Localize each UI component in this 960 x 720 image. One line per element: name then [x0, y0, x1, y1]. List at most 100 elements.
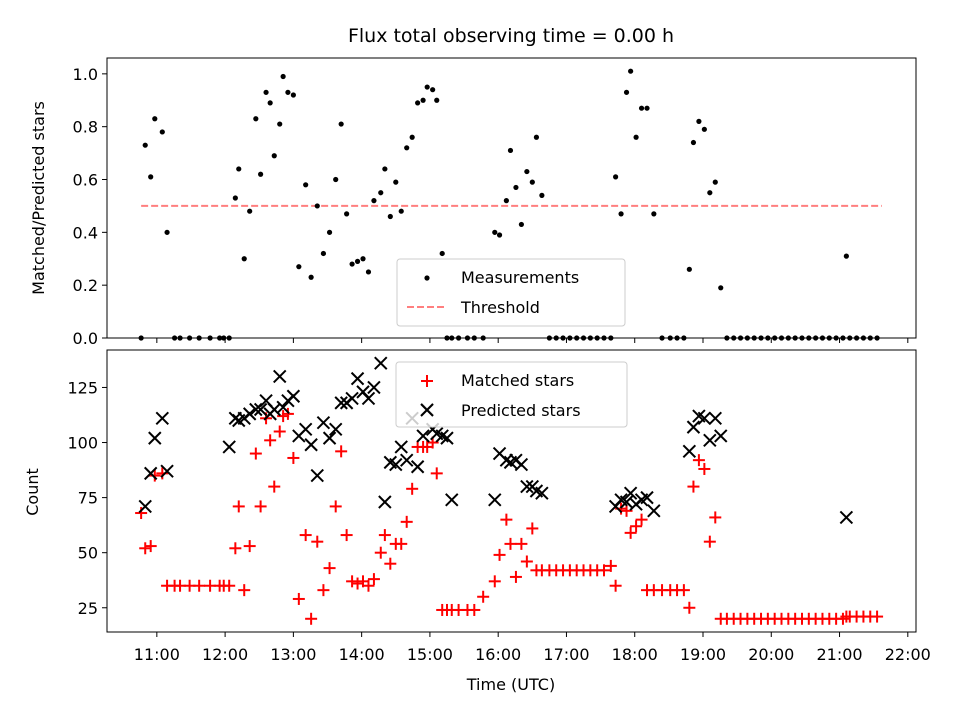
y-tick-label: 1.0 — [73, 65, 98, 84]
measurement-point — [333, 176, 339, 183]
matched-star-point — [238, 584, 251, 597]
matched-star-point — [329, 500, 342, 513]
matched-star-point — [223, 579, 236, 592]
measurement-point — [271, 153, 277, 159]
measurement-point — [539, 192, 545, 198]
y-tick-label: 0.4 — [73, 223, 98, 242]
matched-star-point — [264, 434, 277, 447]
measurement-point — [326, 229, 333, 235]
predicted-star-point — [367, 380, 381, 395]
matched-star-point — [609, 579, 622, 592]
ratio-legend-box — [396, 258, 626, 327]
predicted-star-point — [445, 493, 459, 507]
matched-star-point — [287, 451, 300, 464]
matched-star-point — [430, 467, 443, 480]
measurement-point — [420, 97, 426, 103]
matched-star-point — [281, 407, 294, 420]
measurement-point — [371, 198, 377, 204]
measurement-point — [492, 229, 498, 235]
y-tick-label: 0.8 — [73, 118, 98, 137]
matched-star-point — [687, 480, 700, 493]
ratio-plot-frame — [106, 57, 917, 339]
count-legend-box — [395, 361, 628, 428]
predicted-star-point — [374, 356, 388, 370]
count-y-axis-label: Count — [23, 468, 42, 516]
predicted-star-point — [345, 391, 359, 406]
measurement-point — [503, 198, 509, 204]
predicted-star-point — [440, 431, 454, 445]
matched-star-point — [683, 601, 696, 614]
measurement-point — [236, 166, 242, 172]
count-x-ticks: 11:00 12:00 13:00 14:00 15:00 16:00 17:00 18:00… — [134, 632, 931, 664]
measurement-point — [644, 105, 650, 111]
measurement-point — [633, 134, 639, 140]
matched-star-point — [635, 513, 648, 526]
matched-star-point — [232, 500, 245, 513]
measurement-point — [241, 256, 247, 262]
matched-star-point — [620, 504, 633, 517]
predicted-star-point — [143, 466, 158, 481]
x-tick-label: 14:00 — [339, 645, 385, 664]
measurement-point — [398, 208, 404, 214]
matched-star-point — [193, 579, 206, 592]
y-tick-label: 0.6 — [73, 171, 98, 190]
matched-star-point — [488, 575, 501, 588]
predicted-star-point — [708, 411, 722, 426]
predicted-star-point — [273, 369, 287, 384]
matched-star-point — [254, 500, 267, 513]
matched-star-point — [135, 507, 148, 520]
predicted-star-point — [350, 371, 365, 386]
x-tick-label: 15:00 — [407, 645, 453, 664]
measurement-point — [628, 68, 634, 74]
y-tick-label: 50 — [78, 544, 98, 563]
predicted-star-point — [410, 460, 425, 474]
matched-star-point — [311, 535, 324, 548]
matched-star-point — [630, 520, 643, 533]
matched-star-point — [374, 546, 387, 559]
predicted-star-point — [682, 444, 697, 459]
measurement-point — [378, 190, 384, 196]
matched-star-point — [598, 564, 611, 577]
y-tick-label: 125 — [67, 378, 98, 397]
x-tick-label: 19:00 — [680, 645, 726, 664]
predicted-star-point — [697, 411, 712, 426]
measurement-point — [409, 134, 415, 140]
measurement-point — [320, 250, 327, 257]
measurement-point — [164, 229, 170, 235]
predicted-star-point — [222, 440, 236, 454]
predicted-star-point — [535, 486, 549, 500]
measurement-point — [338, 121, 344, 127]
measurement-point — [613, 174, 619, 180]
measurement-point — [263, 89, 269, 95]
predicted-star-point — [138, 499, 152, 514]
measurement-point — [232, 195, 238, 201]
measurement-point — [718, 285, 724, 291]
matched-star-point — [520, 555, 533, 568]
matched-star-point — [515, 537, 528, 550]
x-tick-label: 21:00 — [816, 645, 862, 664]
measurement-point — [365, 269, 372, 275]
matched-star-point — [367, 573, 380, 586]
matched-star-point — [406, 482, 419, 495]
measurement-point — [142, 142, 148, 148]
predicted-star-point — [242, 407, 257, 421]
count-marks — [135, 356, 884, 625]
measurement-point — [696, 118, 702, 124]
measurement-point — [349, 261, 355, 267]
matched-star-point — [709, 511, 722, 524]
x-tick-label: 17:00 — [543, 645, 589, 664]
matched-star-point — [395, 537, 408, 550]
matched-star-point — [144, 540, 157, 553]
ratio-legend: Measurements Threshold — [396, 258, 626, 327]
measurement-point — [382, 166, 388, 172]
predicted-star-point — [316, 415, 331, 430]
measurement-point — [280, 73, 286, 80]
ratio-y-axis-label: Matched/Predicted stars — [29, 101, 48, 295]
measurement-point — [344, 211, 350, 217]
measurement-point — [267, 100, 273, 106]
measurement-point — [354, 258, 361, 264]
matched-star-point — [698, 462, 711, 475]
matched-star-point — [299, 529, 312, 542]
measurement-point — [439, 250, 445, 257]
matched-legend-label: Matched stars — [461, 371, 574, 390]
